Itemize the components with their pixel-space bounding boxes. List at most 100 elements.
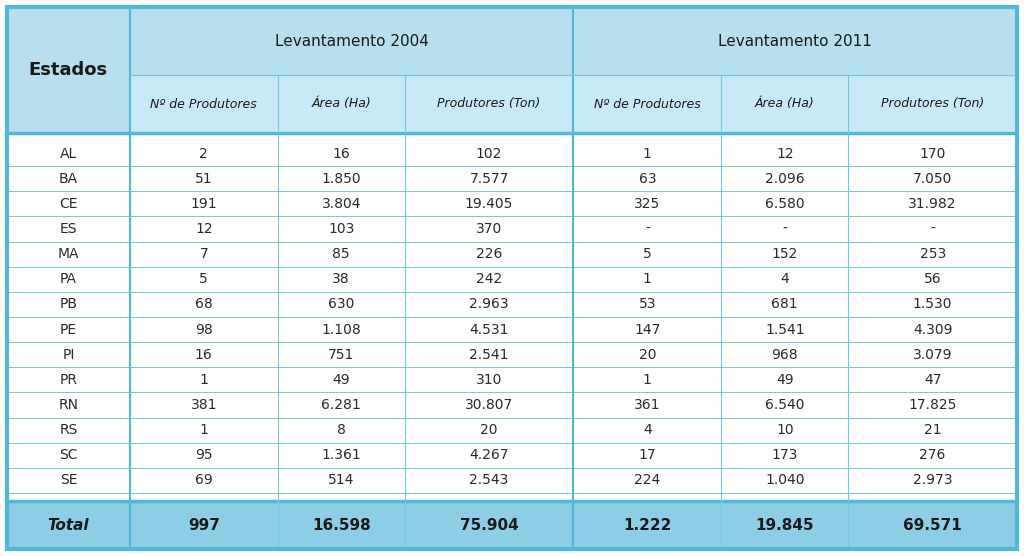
Bar	[848, 267, 1017, 292]
Text: 361: 361	[634, 398, 660, 412]
Text: 2: 2	[200, 147, 208, 161]
Text: 152: 152	[772, 247, 798, 261]
Bar	[278, 443, 404, 468]
Bar	[848, 342, 1017, 368]
Text: 2.541: 2.541	[469, 348, 509, 362]
Bar	[278, 368, 404, 393]
Text: 2.096: 2.096	[765, 172, 805, 186]
Bar	[130, 216, 278, 241]
Text: SE: SE	[59, 473, 77, 488]
Bar	[573, 393, 721, 418]
Text: 968: 968	[771, 348, 798, 362]
Text: MA: MA	[57, 247, 79, 261]
Bar	[404, 393, 573, 418]
Text: RN: RN	[58, 398, 79, 412]
Bar	[404, 166, 573, 191]
Text: CE: CE	[59, 197, 78, 211]
Bar	[848, 317, 1017, 342]
Bar	[278, 317, 404, 342]
Text: 4.309: 4.309	[913, 322, 952, 336]
Bar	[7, 292, 130, 317]
Text: Nº de Produtores: Nº de Produtores	[594, 97, 700, 111]
Text: 1.108: 1.108	[322, 322, 361, 336]
Bar	[404, 75, 573, 133]
Bar	[130, 468, 278, 493]
Bar	[278, 75, 404, 133]
Text: 370: 370	[476, 222, 502, 236]
Bar	[130, 191, 278, 216]
Text: Total: Total	[48, 518, 89, 533]
Bar	[573, 216, 721, 241]
Text: 4.267: 4.267	[469, 448, 509, 462]
Bar	[7, 241, 130, 267]
Text: 103: 103	[328, 222, 354, 236]
Bar	[7, 317, 130, 342]
Text: 8: 8	[337, 423, 346, 437]
Text: Levantamento 2011: Levantamento 2011	[718, 33, 872, 48]
Text: 1: 1	[643, 373, 652, 387]
Bar	[7, 443, 130, 468]
Bar	[848, 241, 1017, 267]
Text: 1.361: 1.361	[322, 448, 361, 462]
Bar	[278, 501, 404, 549]
Bar	[7, 468, 130, 493]
Text: RS: RS	[59, 423, 78, 437]
Text: 1.850: 1.850	[322, 172, 361, 186]
Bar	[130, 7, 573, 75]
Bar	[573, 292, 721, 317]
Text: PI: PI	[62, 348, 75, 362]
Bar	[848, 501, 1017, 549]
Text: 1: 1	[200, 373, 208, 387]
Text: 16: 16	[333, 147, 350, 161]
Text: 2.543: 2.543	[469, 473, 509, 488]
Text: 170: 170	[920, 147, 946, 161]
Text: -: -	[645, 222, 650, 236]
Text: 20: 20	[639, 348, 656, 362]
Bar	[573, 342, 721, 368]
Text: 276: 276	[920, 448, 946, 462]
Bar	[721, 166, 848, 191]
Bar	[278, 418, 404, 443]
Bar	[278, 468, 404, 493]
Bar	[573, 75, 721, 133]
Text: BA: BA	[58, 172, 78, 186]
Text: -: -	[782, 222, 787, 236]
Text: 30.807: 30.807	[465, 398, 513, 412]
Bar	[130, 368, 278, 393]
Bar	[573, 317, 721, 342]
Text: 2.973: 2.973	[913, 473, 952, 488]
Bar	[721, 267, 848, 292]
Bar	[130, 418, 278, 443]
Text: 224: 224	[634, 473, 660, 488]
Text: 19.405: 19.405	[465, 197, 513, 211]
Text: 17: 17	[639, 448, 656, 462]
Text: PA: PA	[60, 272, 77, 286]
Bar	[130, 166, 278, 191]
Bar	[278, 342, 404, 368]
Text: Produtores (Ton): Produtores (Ton)	[437, 97, 541, 111]
Text: PE: PE	[59, 322, 77, 336]
Bar	[573, 468, 721, 493]
Bar	[721, 75, 848, 133]
Text: Levantamento 2004: Levantamento 2004	[274, 33, 429, 48]
Bar	[721, 216, 848, 241]
Text: 1.222: 1.222	[624, 518, 672, 533]
Text: 310: 310	[476, 373, 503, 387]
Bar	[404, 292, 573, 317]
Bar	[130, 393, 278, 418]
Text: 20: 20	[480, 423, 498, 437]
Text: 253: 253	[920, 247, 946, 261]
Bar	[721, 141, 848, 166]
Bar	[573, 191, 721, 216]
Text: 56: 56	[924, 272, 941, 286]
Bar	[278, 292, 404, 317]
Text: 85: 85	[333, 247, 350, 261]
Bar	[130, 443, 278, 468]
Text: 75.904: 75.904	[460, 518, 518, 533]
Text: 16.598: 16.598	[312, 518, 371, 533]
Bar	[278, 166, 404, 191]
Bar	[130, 75, 278, 133]
Bar	[721, 342, 848, 368]
Bar	[130, 501, 278, 549]
Bar	[404, 216, 573, 241]
